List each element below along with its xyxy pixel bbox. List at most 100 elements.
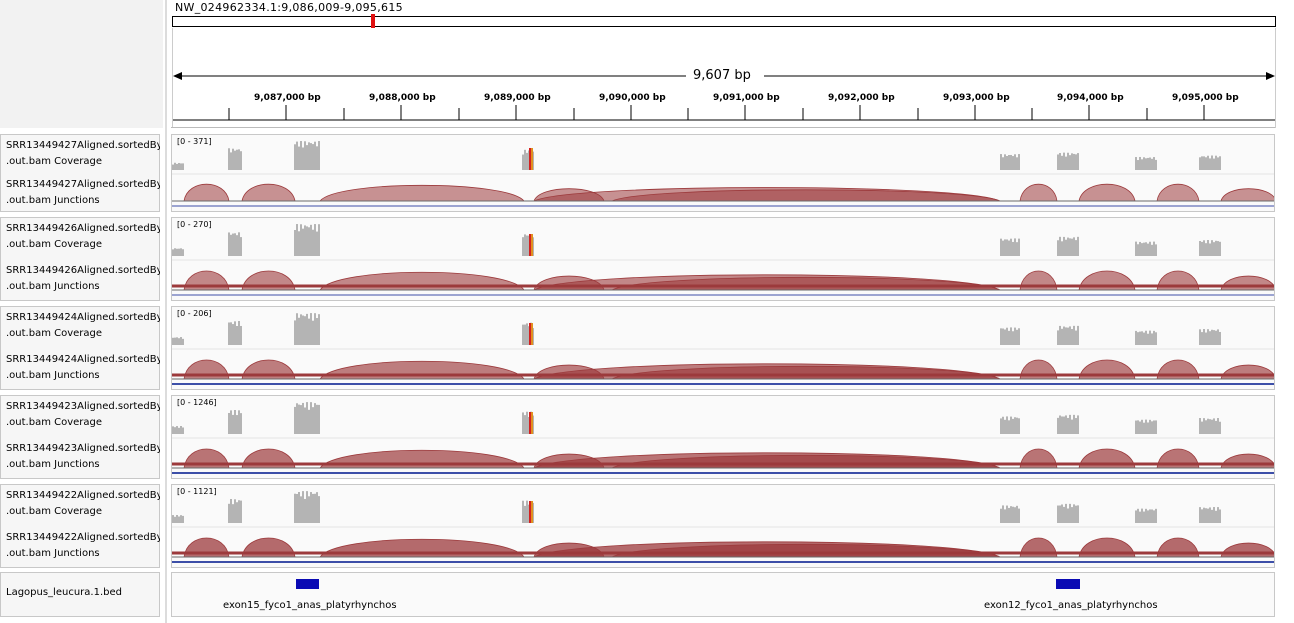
sample-track-panel[interactable]: [0 - 1246]: [171, 395, 1275, 479]
sample-track-panel[interactable]: [0 - 206]: [171, 306, 1275, 390]
coverage-bar: [524, 149, 526, 170]
coverage-bar: [1147, 333, 1149, 345]
coverage-bar: [1059, 325, 1061, 345]
sample-track-panel[interactable]: [0 - 1121]: [171, 484, 1275, 568]
coverage-bar: [1215, 330, 1217, 345]
snp-marker-orange: [531, 323, 533, 345]
junction-track-label-line1[interactable]: SRR13449422Aligned.sortedByCo: [6, 532, 160, 543]
ruler-tick-label: 9,089,000 bp: [484, 93, 551, 103]
coverage-bar: [1205, 157, 1207, 170]
coverage-bar: [180, 248, 182, 256]
junction-arc: [319, 184, 525, 202]
coverage-track-label-line2[interactable]: .out.bam Coverage: [6, 506, 103, 517]
sample-track-names[interactable]: SRR13449426Aligned.sortedByCo .out.bam Co…: [0, 217, 160, 301]
sample-track-names[interactable]: SRR13449422Aligned.sortedByCo .out.bam Co…: [0, 484, 160, 568]
coverage-bar: [522, 237, 524, 256]
junction-track-label-line2[interactable]: .out.bam Junctions: [6, 548, 100, 559]
coverage-track-label-line1[interactable]: SRR13449422Aligned.sortedByCo: [6, 490, 160, 501]
coverage-bar: [234, 150, 236, 170]
coverage-bar: [1219, 156, 1221, 170]
coverage-bar: [230, 410, 232, 434]
coverage-bar: [178, 338, 180, 345]
coverage-bar: [1141, 508, 1143, 523]
coverage-bar: [1077, 415, 1079, 434]
coverage-bar: [172, 515, 174, 523]
snp-marker-red: [529, 148, 531, 170]
coverage-bar: [1002, 328, 1004, 345]
coverage-bar: [232, 324, 234, 345]
coverage-bar: [1153, 241, 1155, 256]
coverage-track-label-line1[interactable]: SRR13449426Aligned.sortedByCo: [6, 223, 160, 234]
coverage-bar: [1199, 157, 1201, 170]
coverage-bar: [526, 235, 528, 256]
coverage-track-label-line2[interactable]: .out.bam Coverage: [6, 417, 103, 428]
ideogram-position-marker[interactable]: [371, 14, 375, 28]
sample-track-names[interactable]: SRR13449427Aligned.sortedByCo .out.bam Co…: [0, 134, 160, 212]
junction-arc: [1220, 364, 1274, 380]
feature-exon15[interactable]: [296, 579, 319, 589]
sample-track-graphic[interactable]: [172, 307, 1274, 391]
coverage-bar: [302, 402, 304, 434]
feature-track-name-panel[interactable]: Lagopus_leucura.1.bed: [0, 572, 160, 617]
sample-track-panel[interactable]: [0 - 371]: [171, 134, 1275, 212]
coverage-track-label-line1[interactable]: SRR13449424Aligned.sortedByCo: [6, 312, 160, 323]
coverage-track-label-line2[interactable]: .out.bam Coverage: [6, 239, 103, 250]
coverage-bar: [1141, 243, 1143, 256]
coverage-bar: [304, 498, 306, 523]
sample-track-graphic[interactable]: [172, 396, 1274, 480]
coverage-bar: [522, 412, 524, 434]
coverage-bar: [1012, 331, 1014, 345]
chromosome-ideogram[interactable]: [172, 14, 1276, 28]
coverage-bar: [174, 162, 176, 170]
coverage-bar: [318, 404, 320, 434]
coverage-bar: [1155, 508, 1157, 523]
coverage-bar: [1077, 325, 1079, 345]
coverage-track-label-line1[interactable]: SRR13449427Aligned.sortedByCo: [6, 140, 160, 151]
sample-track-graphic[interactable]: [172, 135, 1274, 213]
coverage-bar: [1215, 155, 1217, 170]
junction-track-label-line2[interactable]: .out.bam Junctions: [6, 370, 100, 381]
coverage-bar: [1069, 155, 1071, 170]
coverage-bar: [234, 233, 236, 256]
coverage-bar: [310, 313, 312, 345]
sample-track-panel[interactable]: [0 - 270]: [171, 217, 1275, 301]
coverage-bar: [1217, 241, 1219, 256]
column-divider[interactable]: [165, 0, 167, 623]
coverage-bar: [522, 154, 524, 170]
coverage-bar: [306, 402, 308, 434]
coverage-bar: [1063, 326, 1065, 345]
junction-track-label-line1[interactable]: SRR13449427Aligned.sortedByCo: [6, 179, 160, 190]
junction-track-label-line2[interactable]: .out.bam Junctions: [6, 195, 100, 206]
coverage-bar: [304, 407, 306, 434]
coverage-bar: [1063, 236, 1065, 256]
coverage-track-label-line2[interactable]: .out.bam Coverage: [6, 156, 103, 167]
coverage-bar: [308, 409, 310, 434]
junction-track-label-line2[interactable]: .out.bam Junctions: [6, 281, 100, 292]
coverage-bar: [1008, 240, 1010, 256]
coverage-bar: [1207, 155, 1209, 170]
sample-track-names[interactable]: SRR13449423Aligned.sortedByCo .out.bam Co…: [0, 395, 160, 479]
coverage-bar: [180, 163, 182, 170]
coverage-bar: [1069, 503, 1071, 523]
coverage-bar: [1213, 418, 1215, 434]
coverage-bar: [176, 515, 178, 523]
junction-track-label-line1[interactable]: SRR13449424Aligned.sortedByCo: [6, 354, 160, 365]
coverage-bar: [1018, 238, 1020, 256]
sample-track-graphic[interactable]: [172, 218, 1274, 302]
snp-marker-orange: [531, 234, 533, 256]
coverage-bar: [304, 225, 306, 256]
sample-track-graphic[interactable]: [172, 485, 1274, 569]
junction-track-label-line1[interactable]: SRR13449423Aligned.sortedByCo: [6, 443, 160, 454]
coverage-track-label-line1[interactable]: SRR13449423Aligned.sortedByCo: [6, 401, 160, 412]
junction-track-label-line1[interactable]: SRR13449426Aligned.sortedByCo: [6, 265, 160, 276]
coverage-bar: [228, 503, 230, 523]
feature-track[interactable]: exon15_fyco1_anas_platyrhynchos exon12_f…: [171, 572, 1275, 617]
ruler[interactable]: 9,607 bp 9,087,000 bp 9,088,000 bp 9,089,0…: [172, 28, 1276, 128]
coverage-track-label-line2[interactable]: .out.bam Coverage: [6, 328, 103, 339]
junction-track-label-line2[interactable]: .out.bam Junctions: [6, 459, 100, 470]
feature-exon12[interactable]: [1056, 579, 1080, 589]
sample-track-names[interactable]: SRR13449424Aligned.sortedByCo .out.bam Co…: [0, 306, 160, 390]
coverage-bar: [1207, 418, 1209, 434]
coverage-bar: [178, 162, 180, 170]
coverage-bar: [1006, 239, 1008, 256]
